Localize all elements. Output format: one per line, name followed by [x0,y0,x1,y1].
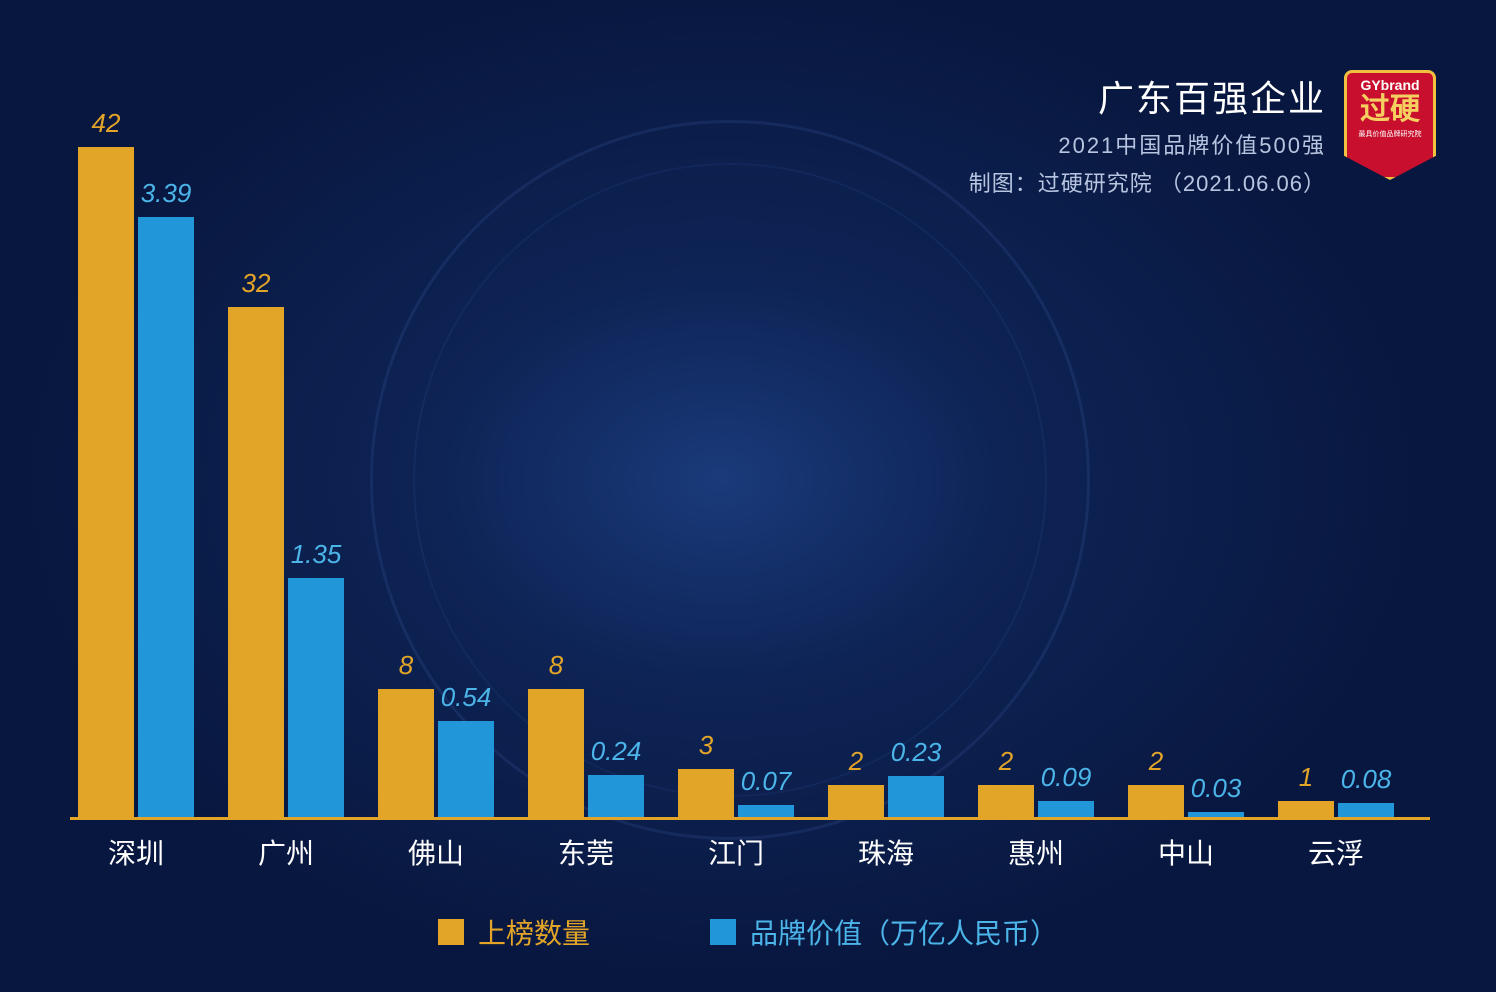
bar-value-label: 0.24 [591,736,642,775]
chart-baseline [70,817,1430,820]
bar-series-0: 42 [78,147,134,817]
bar-value-label: 42 [92,108,121,147]
bar-chart: 423.39深圳321.35广州80.54佛山80.24东莞30.07江门20.… [70,140,1430,820]
category-label: 云浮 [1308,832,1364,872]
category-label: 惠州 [1008,832,1064,872]
chart-title: 广东百强企业 [1098,70,1326,122]
legend-swatch-0 [438,919,464,945]
bar-value-label: 0.23 [891,737,942,776]
bar-series-0: 3 [678,769,734,817]
category-label: 深圳 [108,832,164,872]
logo-mid-text: 过硬 [1360,95,1420,125]
chart-legend: 上榜数量 品牌价值（万亿人民币） [0,912,1496,952]
bar-value-label: 2 [849,746,863,785]
legend-item-1: 品牌价值（万亿人民币） [710,912,1058,952]
bar-group: 423.39 [78,147,194,817]
bar-series-0: 32 [228,307,284,817]
bar-group: 80.54 [378,689,494,817]
category-label: 东莞 [558,832,614,872]
bar-group: 10.08 [1278,801,1394,817]
category-label: 江门 [708,832,764,872]
bar-value-label: 2 [999,746,1013,785]
bar-value-label: 0.07 [741,766,792,805]
bar-value-label: 0.03 [1191,773,1242,812]
bar-value-label: 1.35 [291,539,342,578]
bar-value-label: 8 [549,650,563,689]
legend-item-0: 上榜数量 [438,912,590,952]
bar-value-label: 3 [699,730,713,769]
bar-group: 80.24 [528,689,644,817]
category-label: 珠海 [858,832,914,872]
bar-group: 30.07 [678,769,794,817]
bar-value-label: 0.54 [441,682,492,721]
bar-series-1: 3.39 [138,217,194,817]
legend-swatch-1 [710,919,736,945]
bar-series-0: 2 [828,785,884,817]
bar-value-label: 1 [1299,762,1313,801]
category-label: 广州 [258,832,314,872]
bar-value-label: 0.09 [1041,762,1092,801]
bar-value-label: 8 [399,650,413,689]
bar-series-1: 0.09 [1038,801,1094,817]
bar-series-1: 0.23 [888,776,944,817]
category-label: 佛山 [408,832,464,872]
category-label: 中山 [1158,832,1214,872]
bar-series-0: 2 [978,785,1034,817]
bar-value-label: 32 [242,268,271,307]
bar-value-label: 3.39 [141,178,192,217]
bar-series-0: 8 [528,689,584,817]
chart-plot-area: 423.39深圳321.35广州80.54佛山80.24东莞30.07江门20.… [70,140,1430,820]
legend-label-1: 品牌价值（万亿人民币） [750,912,1058,952]
bar-group: 20.09 [978,785,1094,817]
bar-series-1: 1.35 [288,578,344,817]
bar-series-1: 0.03 [1188,812,1244,817]
bar-series-0: 2 [1128,785,1184,817]
bar-value-label: 0.08 [1341,764,1392,803]
legend-label-0: 上榜数量 [478,912,590,952]
bar-group: 20.03 [1128,785,1244,817]
bar-series-1: 0.08 [1338,803,1394,817]
bar-value-label: 2 [1149,746,1163,785]
bar-group: 321.35 [228,307,344,817]
bar-series-0: 1 [1278,801,1334,817]
bar-series-1: 0.54 [438,721,494,817]
bar-series-1: 0.07 [738,805,794,817]
logo-top-text: GYbrand [1360,77,1419,93]
logo-bot-text: 最具价值品牌研究院 [1359,129,1422,139]
bar-series-1: 0.24 [588,775,644,817]
bar-series-0: 8 [378,689,434,817]
bar-group: 20.23 [828,776,944,817]
